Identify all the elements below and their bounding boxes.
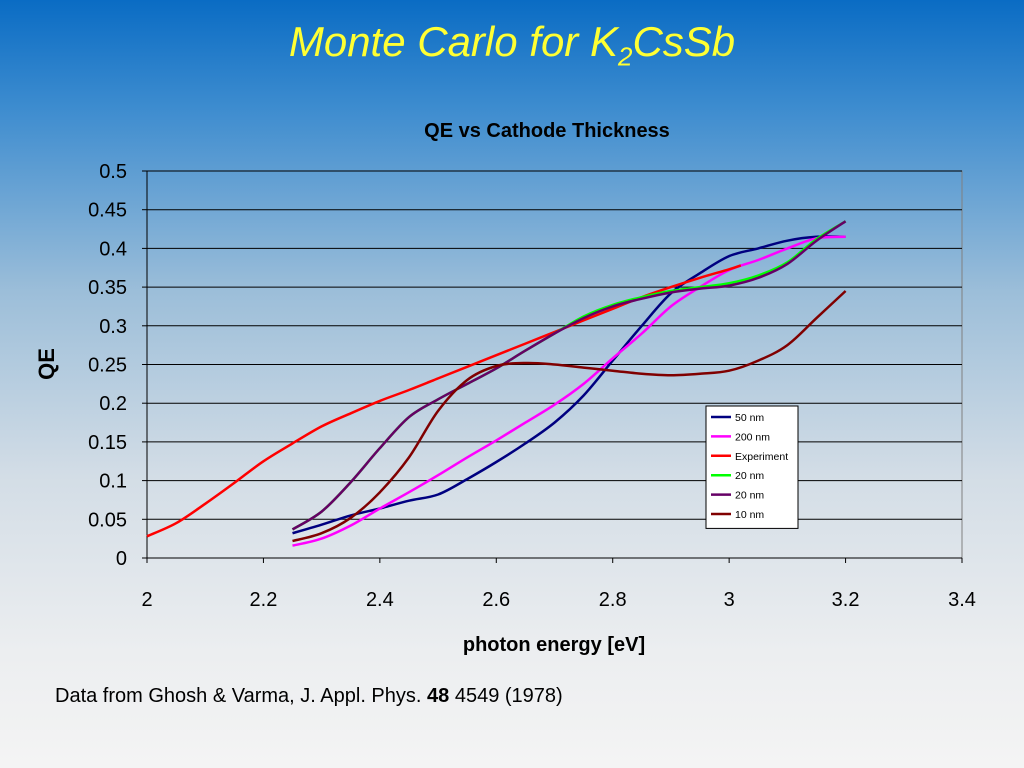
series-line-4 — [291, 220, 847, 531]
series-line-1 — [292, 235, 846, 547]
x-tick-label: 3.4 — [948, 589, 976, 611]
y-tick-label: 0.25 — [88, 355, 127, 377]
legend-label: Experiment — [735, 451, 788, 463]
chart-title: QE vs Cathode Thickness — [424, 120, 670, 142]
x-axis-label: photon energy [eV] — [463, 634, 645, 656]
plot-area: 0 0.05 0.1 0.15 0.2 0.25 0.3 0.35 0.4 0.45 0.5 2 2.2… — [88, 161, 976, 611]
legend-label: 200 nm — [735, 431, 770, 443]
x-tick-label: 3.2 — [832, 589, 860, 611]
y-tick-label: 0.1 — [99, 471, 127, 493]
citation-volume: 48 — [427, 685, 450, 707]
y-tick-label: 0.35 — [88, 277, 127, 299]
y-axis-label: QE — [34, 348, 59, 380]
slide-title: Monte Carlo for K2CsSb — [0, 18, 1024, 72]
x-tick-label: 2.6 — [482, 589, 510, 611]
legend-box — [705, 405, 799, 529]
y-tick-label: 0 — [116, 548, 127, 570]
y-tick-label: 0.2 — [99, 393, 127, 415]
x-tick-label: 2 — [141, 589, 152, 611]
y-tick-label: 0.15 — [88, 432, 127, 454]
x-tick-label: 3 — [724, 589, 735, 611]
legend-label: 10 nm — [735, 509, 764, 521]
citation: Data from Ghosh & Varma, J. Appl. Phys. … — [55, 685, 563, 708]
series-line-2 — [146, 264, 742, 538]
slide-title-subscript: 2 — [617, 41, 633, 72]
y-tick-label: 0.05 — [88, 509, 127, 531]
y-tick-label: 0.45 — [88, 200, 127, 222]
legend-label: 50 nm — [735, 412, 764, 424]
series-line-5 — [292, 290, 847, 543]
x-tick-label: 2.2 — [250, 589, 278, 611]
y-tick-label: 0.4 — [99, 238, 127, 260]
x-tick-label: 2.4 — [366, 589, 394, 611]
x-tick-label: 2.8 — [599, 589, 627, 611]
slide-title-main: Monte Carlo for K — [288, 18, 618, 65]
legend: 50 nm 200 nm Experiment 20 nm 20 nm 10 nm — [705, 405, 799, 529]
slide-title-rest: CsSb — [632, 18, 736, 65]
legend-label: 20 nm — [735, 490, 764, 502]
legend-label: 20 nm — [735, 470, 764, 482]
citation-pages-year: 4549 (1978) — [449, 685, 563, 707]
y-tick-label: 0.5 — [99, 161, 127, 183]
y-tick-label: 0.3 — [99, 316, 127, 338]
citation-text: Data from Ghosh & Varma, J. Appl. Phys. — [55, 685, 428, 707]
